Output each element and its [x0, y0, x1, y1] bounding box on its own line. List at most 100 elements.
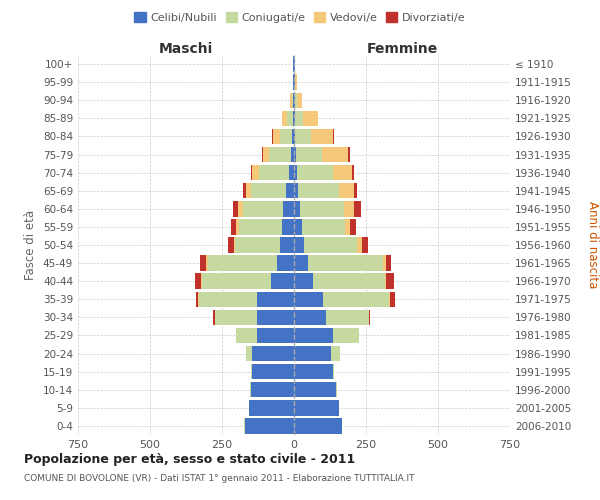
Bar [236, 328, 257, 343]
Bar [273, 128, 280, 144]
Bar [389, 292, 395, 307]
Bar [281, 110, 287, 126]
Bar [304, 238, 358, 252]
Bar [251, 364, 252, 380]
Bar [358, 238, 362, 252]
Bar [199, 292, 257, 307]
Bar [290, 147, 294, 162]
Bar [289, 165, 294, 180]
Bar [333, 364, 334, 380]
Bar [323, 292, 389, 307]
Bar [352, 165, 354, 180]
Bar [386, 256, 391, 271]
Bar [333, 328, 359, 343]
Bar [308, 256, 383, 271]
Bar [297, 165, 333, 180]
Bar [294, 219, 302, 234]
Bar [331, 346, 340, 362]
Bar [286, 183, 294, 198]
Bar [208, 256, 277, 271]
Text: Femmine: Femmine [367, 42, 437, 56]
Bar [300, 201, 344, 216]
Bar [383, 256, 386, 271]
Bar [251, 165, 252, 180]
Bar [294, 128, 295, 144]
Bar [302, 110, 319, 126]
Legend: Celibi/Nubili, Coniugati/e, Vedovi/e, Divorziati/e: Celibi/Nubili, Coniugati/e, Vedovi/e, Di… [130, 8, 470, 28]
Bar [263, 147, 269, 162]
Bar [350, 219, 356, 234]
Bar [338, 183, 355, 198]
Bar [386, 274, 394, 289]
Bar [294, 256, 308, 271]
Bar [296, 147, 322, 162]
Bar [295, 92, 297, 108]
Bar [344, 201, 355, 216]
Bar [295, 128, 311, 144]
Bar [294, 400, 338, 415]
Bar [245, 183, 251, 198]
Bar [294, 165, 297, 180]
Bar [294, 364, 333, 380]
Bar [269, 147, 290, 162]
Bar [239, 219, 282, 234]
Bar [297, 92, 302, 108]
Bar [257, 292, 294, 307]
Bar [271, 274, 294, 289]
Y-axis label: Anni di nascita: Anni di nascita [586, 202, 599, 288]
Bar [292, 128, 294, 144]
Bar [251, 183, 286, 198]
Bar [333, 128, 334, 144]
Bar [238, 201, 243, 216]
Bar [294, 382, 336, 398]
Bar [245, 418, 294, 434]
Bar [280, 238, 294, 252]
Bar [252, 346, 294, 362]
Bar [259, 165, 289, 180]
Bar [294, 310, 326, 325]
Bar [348, 147, 350, 162]
Bar [262, 147, 263, 162]
Bar [294, 147, 296, 162]
Bar [250, 400, 294, 415]
Bar [336, 382, 337, 398]
Bar [385, 274, 386, 289]
Bar [252, 165, 259, 180]
Bar [293, 92, 294, 108]
Bar [294, 201, 300, 216]
Bar [355, 183, 358, 198]
Bar [355, 201, 361, 216]
Bar [233, 201, 238, 216]
Bar [200, 256, 206, 271]
Bar [283, 201, 294, 216]
Y-axis label: Fasce di età: Fasce di età [25, 210, 37, 280]
Bar [206, 256, 208, 271]
Bar [196, 292, 199, 307]
Bar [345, 219, 350, 234]
Bar [295, 74, 296, 90]
Bar [294, 346, 331, 362]
Text: Popolazione per età, sesso e stato civile - 2011: Popolazione per età, sesso e stato civil… [24, 452, 355, 466]
Bar [311, 128, 333, 144]
Bar [302, 219, 345, 234]
Bar [362, 238, 368, 252]
Bar [294, 274, 313, 289]
Bar [322, 147, 348, 162]
Bar [277, 256, 294, 271]
Text: Maschi: Maschi [159, 42, 213, 56]
Bar [257, 310, 294, 325]
Bar [298, 183, 338, 198]
Bar [294, 292, 323, 307]
Bar [251, 382, 294, 398]
Text: COMUNE DI BOVOLONE (VR) - Dati ISTAT 1° gennaio 2011 - Elaborazione TUTTITALIA.I: COMUNE DI BOVOLONE (VR) - Dati ISTAT 1° … [24, 474, 415, 483]
Bar [294, 238, 304, 252]
Bar [195, 274, 201, 289]
Bar [247, 346, 252, 362]
Bar [313, 274, 385, 289]
Bar [326, 310, 369, 325]
Bar [280, 128, 292, 144]
Bar [294, 418, 341, 434]
Bar [252, 364, 294, 380]
Bar [294, 183, 298, 198]
Bar [214, 310, 215, 325]
